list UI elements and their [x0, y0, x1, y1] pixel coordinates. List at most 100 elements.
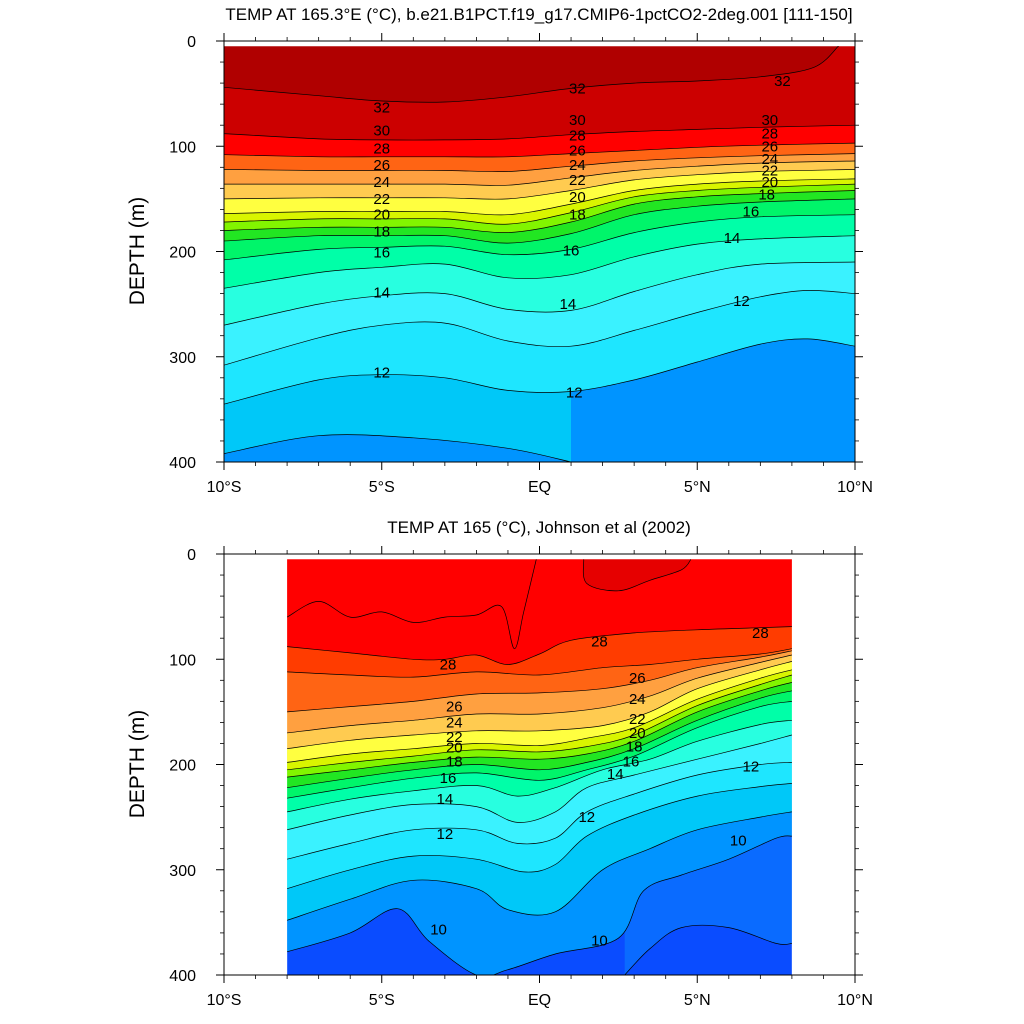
contour-label: 26 — [569, 142, 586, 159]
contour-label: 22 — [761, 162, 778, 179]
bottom-panel-title: TEMP AT 165 (°C), Johnson et al (2002) — [387, 518, 691, 537]
contour-label: 30 — [569, 112, 586, 129]
bottom-contour-panel: TEMP AT 165 (°C), Johnson et al (2002) D… — [126, 518, 873, 1009]
isotherm-16 — [224, 214, 855, 261]
isotherm-24 — [224, 160, 855, 186]
y-tick-label: 100 — [169, 139, 196, 156]
isotherm-18 — [224, 190, 855, 233]
no-data-mask-top — [287, 559, 792, 560]
isotherm-20 — [287, 669, 792, 763]
contour-label: 24 — [629, 691, 646, 708]
bottom-panel-ylabel: DEPTH (m) — [126, 710, 149, 819]
contour-label: 26 — [761, 138, 778, 155]
contour-label: 30 — [373, 122, 390, 139]
top-axis-ticks: 10°S 5°S EQ 5°N 10°N 0 100 200 300 400 — [169, 33, 873, 496]
isotherm-26 — [287, 650, 792, 713]
bottom-isotherm-lines — [287, 559, 792, 975]
contour-label: 16 — [373, 245, 390, 262]
isotherm-17 — [224, 198, 855, 244]
top-temperature-fill-bands — [224, 46, 855, 462]
contour-label: 24 — [446, 714, 463, 731]
contour-label: 30 — [761, 112, 778, 129]
contour-label: 22 — [569, 172, 586, 189]
isotherm-12 — [287, 783, 792, 890]
isotherm-24 — [287, 654, 792, 734]
isotherm-10 — [287, 835, 792, 975]
contour-label: 28 — [373, 140, 390, 157]
x-tick-label: 10°N — [837, 992, 873, 1009]
isotherm-30 — [224, 124, 855, 141]
contour-label: 22 — [446, 729, 463, 746]
isotherm-15 — [287, 719, 792, 813]
y-tick-label: 0 — [187, 34, 196, 51]
isotherm-20 — [224, 178, 855, 216]
isotherm-17 — [287, 690, 792, 789]
isotherm-11 — [224, 434, 572, 462]
bottom-contour-labels: 2826242220181614121028262422201816141210… — [430, 625, 768, 949]
top-contour-labels: 3230282624222018161412323028262422201816… — [373, 73, 790, 402]
contour-label: 32 — [569, 80, 586, 97]
contour-label: 12 — [578, 809, 595, 826]
contour-label: 18 — [373, 224, 390, 241]
contour-label: 20 — [446, 740, 463, 757]
contour-label: 28 — [440, 657, 457, 674]
contour-label: 14 — [560, 296, 577, 313]
contour-label: 14 — [607, 766, 624, 783]
contour-label: 18 — [569, 207, 586, 224]
x-tick-label: 10°S — [207, 479, 242, 496]
x-tick-label: 10°N — [837, 479, 873, 496]
x-tick-label: 10°S — [207, 992, 242, 1009]
x-tick-label: EQ — [528, 479, 551, 496]
contour-label: 24 — [761, 151, 778, 168]
contour-label: 18 — [626, 739, 643, 756]
contour-label: 20 — [629, 725, 646, 742]
isotherm-22 — [224, 169, 855, 200]
isotherm-29.5 — [582, 559, 692, 592]
fill-band-above-29.5 — [583, 559, 691, 591]
isotherm-19 — [224, 183, 855, 225]
contour-label: 14 — [373, 285, 390, 302]
no-data-mask-left — [287, 559, 288, 975]
x-tick-label: 5°S — [369, 992, 395, 1009]
x-tick-label: EQ — [528, 992, 551, 1009]
y-tick-label: 200 — [169, 245, 196, 262]
isotherm-16 — [287, 701, 792, 799]
isotherm-19 — [287, 674, 792, 771]
contour-label: 12 — [733, 293, 750, 310]
bottom-temperature-fill-bands — [287, 559, 792, 975]
fill-band-above-29 — [287, 559, 537, 649]
contour-label: 24 — [569, 157, 586, 174]
isotherm-28 — [287, 626, 792, 665]
x-tick-label: 5°N — [684, 992, 711, 1009]
y-tick-label: 300 — [169, 350, 196, 367]
contour-label: 28 — [591, 633, 608, 650]
contour-label: 20 — [761, 174, 778, 191]
contour-label: 28 — [569, 128, 586, 145]
contour-label: 12 — [566, 385, 583, 402]
y-tick-label: 300 — [169, 863, 196, 880]
top-contour-panel: TEMP AT 165.3°E (°C), b.e21.B1PCT.f19_g1… — [126, 5, 873, 496]
top-panel-ylabel: DEPTH (m) — [126, 197, 149, 306]
contour-label: 20 — [569, 189, 586, 206]
isotherm-32 — [224, 46, 839, 103]
contour-label: 14 — [437, 791, 454, 808]
contour-label: 28 — [761, 126, 778, 143]
isotherm-26 — [224, 153, 855, 173]
isotherm-14 — [287, 734, 792, 831]
contour-label: 18 — [758, 187, 775, 204]
contour-label: 24 — [373, 174, 390, 191]
contour-label: 22 — [373, 191, 390, 208]
no-data-mask-right — [791, 559, 792, 975]
y-tick-label: 400 — [169, 455, 196, 472]
contour-label: 26 — [629, 670, 646, 687]
contour-label: 20 — [373, 207, 390, 224]
x-tick-label: 5°N — [684, 479, 711, 496]
contour-label: 18 — [446, 753, 463, 770]
contour-label: 12 — [373, 365, 390, 382]
top-isotherm-lines — [224, 46, 855, 462]
contour-label: 16 — [743, 204, 760, 221]
contour-label: 16 — [623, 753, 640, 770]
isotherm-12 — [224, 338, 855, 405]
x-tick-label: 5°S — [369, 479, 395, 496]
isotherm-15 — [224, 235, 855, 289]
